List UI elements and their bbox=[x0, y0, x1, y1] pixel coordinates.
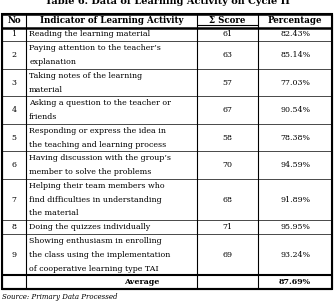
Text: 63: 63 bbox=[222, 51, 232, 59]
Text: Doing the quizzes individually: Doing the quizzes individually bbox=[29, 223, 150, 231]
Text: 67: 67 bbox=[222, 106, 232, 114]
Text: 9: 9 bbox=[12, 251, 17, 259]
Text: Paying attention to the teacher’s: Paying attention to the teacher’s bbox=[29, 44, 161, 52]
Text: Indicator of Learning Activity: Indicator of Learning Activity bbox=[40, 16, 183, 25]
Text: 8: 8 bbox=[12, 223, 17, 231]
Text: find difficulties in understanding: find difficulties in understanding bbox=[29, 196, 162, 204]
Text: Having discussion with the group’s: Having discussion with the group’s bbox=[29, 154, 171, 162]
Text: 69: 69 bbox=[222, 251, 232, 259]
Text: member to solve the problems: member to solve the problems bbox=[29, 168, 152, 176]
Text: 1: 1 bbox=[11, 30, 17, 39]
Text: 82.43%: 82.43% bbox=[280, 30, 310, 39]
Bar bbox=[2, 14, 332, 289]
Text: 4: 4 bbox=[11, 106, 17, 114]
Text: Σ Score: Σ Score bbox=[209, 16, 245, 25]
Text: of cooperative learning type TAI: of cooperative learning type TAI bbox=[29, 264, 159, 273]
Text: 3: 3 bbox=[12, 79, 17, 87]
Text: 70: 70 bbox=[222, 161, 232, 169]
Text: 87.69%: 87.69% bbox=[279, 278, 311, 286]
Text: Asking a question to the teacher or: Asking a question to the teacher or bbox=[29, 99, 171, 107]
Text: 57: 57 bbox=[222, 79, 232, 87]
Text: 58: 58 bbox=[222, 134, 232, 142]
Text: Taking notes of the learning: Taking notes of the learning bbox=[29, 72, 142, 80]
Text: the material: the material bbox=[29, 209, 78, 218]
Text: 5: 5 bbox=[12, 134, 17, 142]
Text: 61: 61 bbox=[222, 30, 232, 39]
Text: Helping their team members who: Helping their team members who bbox=[29, 182, 165, 190]
Text: No: No bbox=[7, 16, 21, 25]
Text: 85.14%: 85.14% bbox=[280, 51, 310, 59]
Text: explanation: explanation bbox=[29, 58, 76, 66]
Text: Responding or express the idea in: Responding or express the idea in bbox=[29, 127, 166, 135]
Text: 78.38%: 78.38% bbox=[280, 134, 310, 142]
Text: 6: 6 bbox=[12, 161, 17, 169]
Text: the class using the implementation: the class using the implementation bbox=[29, 251, 171, 259]
Text: Showing enthusiasm in enrolling: Showing enthusiasm in enrolling bbox=[29, 237, 162, 245]
Text: Source: Primary Data Processed: Source: Primary Data Processed bbox=[2, 293, 117, 301]
Text: 2: 2 bbox=[12, 51, 17, 59]
Text: 68: 68 bbox=[222, 196, 232, 204]
Text: 94.59%: 94.59% bbox=[280, 161, 310, 169]
Text: Table 6. Data of Learning Activity on Cycle II: Table 6. Data of Learning Activity on Cy… bbox=[44, 0, 290, 6]
Text: 7: 7 bbox=[12, 196, 17, 204]
Text: 95.95%: 95.95% bbox=[280, 223, 310, 231]
Text: material: material bbox=[29, 85, 63, 94]
Text: Percentage: Percentage bbox=[268, 16, 322, 25]
Text: Average: Average bbox=[125, 278, 160, 286]
Text: 91.89%: 91.89% bbox=[280, 196, 310, 204]
Text: 77.03%: 77.03% bbox=[280, 79, 310, 87]
Text: the teaching and learning process: the teaching and learning process bbox=[29, 140, 166, 149]
Text: 90.54%: 90.54% bbox=[280, 106, 310, 114]
Text: friends: friends bbox=[29, 113, 57, 121]
Text: 93.24%: 93.24% bbox=[280, 251, 310, 259]
Text: Reading the learning material: Reading the learning material bbox=[29, 30, 150, 39]
Text: 71: 71 bbox=[222, 223, 232, 231]
